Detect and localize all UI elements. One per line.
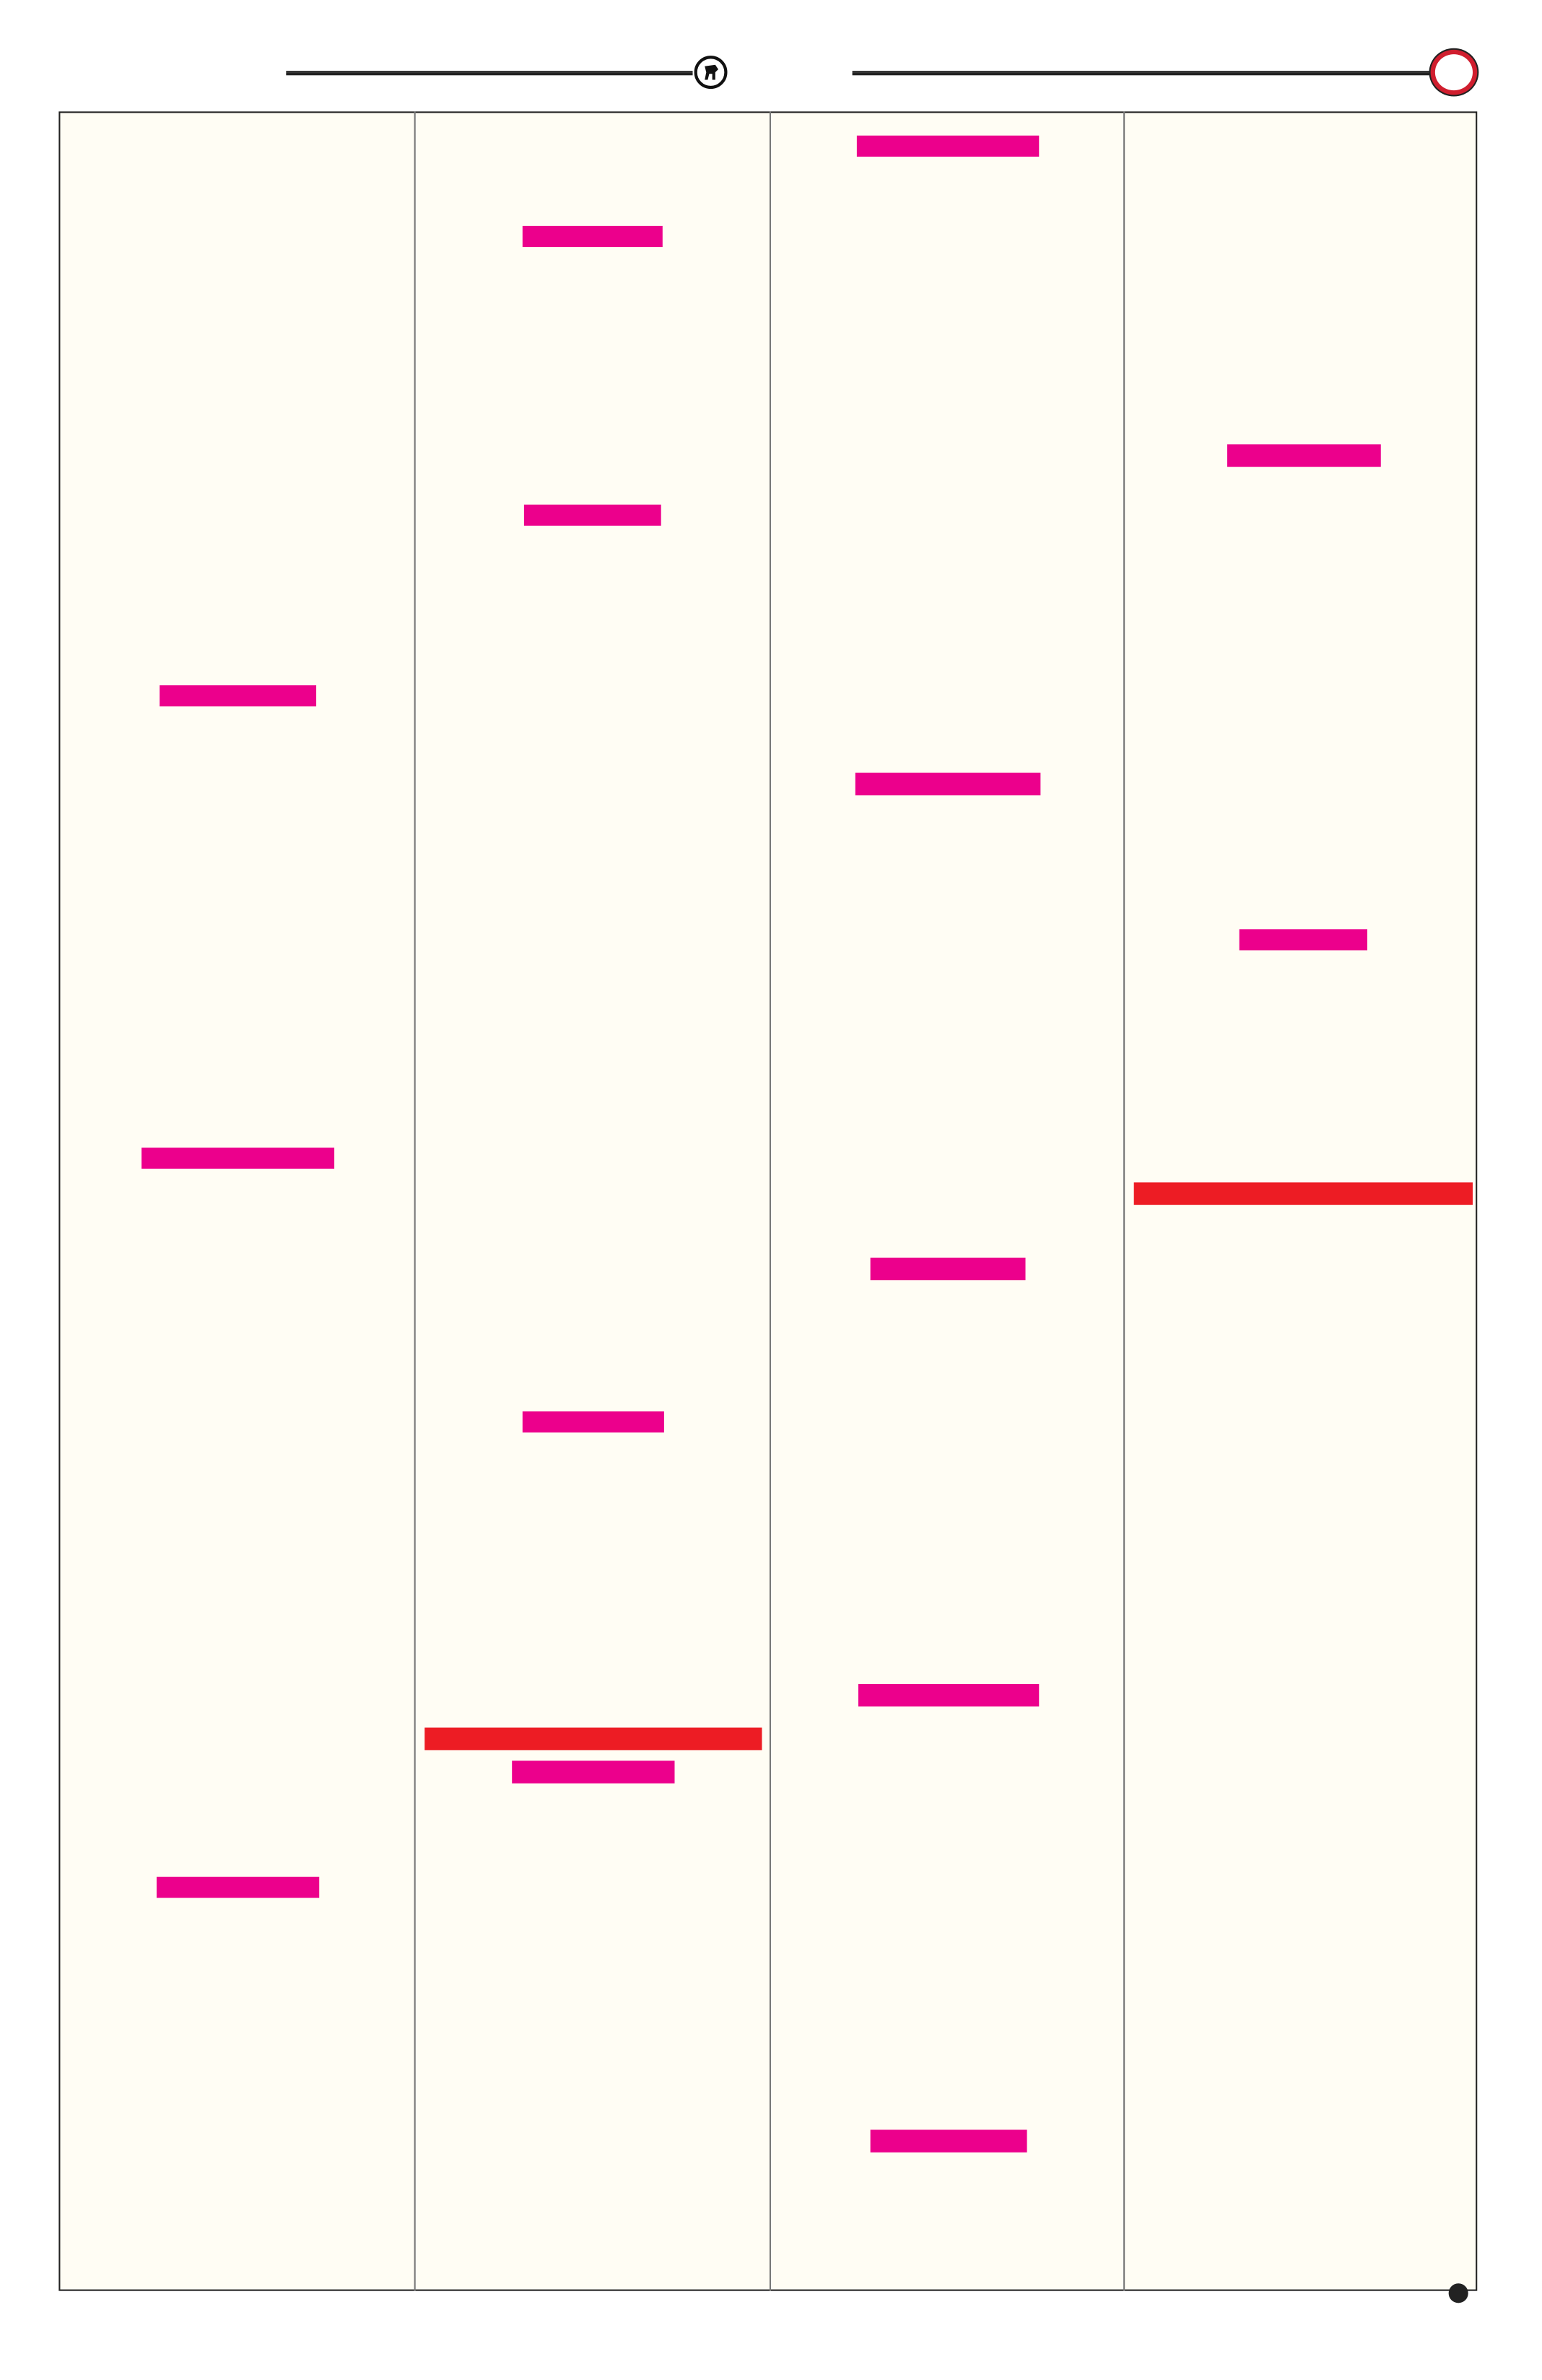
highlight-bar-magenta (141, 1147, 335, 1169)
column-divider (1123, 111, 1125, 2291)
highlight-bar-magenta (1227, 444, 1381, 467)
highlight-bar-magenta (512, 1760, 675, 1784)
highlight-bar-magenta (858, 1684, 1040, 1707)
highlight-bar-red (424, 1727, 762, 1750)
red-circle-icon (1430, 49, 1478, 95)
header-rule-left (286, 71, 693, 76)
bull-emblem-icon (694, 56, 728, 90)
highlight-bar-magenta (855, 773, 1041, 796)
highlight-bar-red (1133, 1182, 1473, 1205)
black-dot-icon (1448, 2283, 1468, 2303)
highlight-bar-magenta (1239, 929, 1367, 951)
highlight-bar-magenta (870, 1257, 1026, 1281)
column-divider (769, 111, 771, 2291)
header-rule-right (852, 71, 1434, 76)
highlight-bar-magenta (856, 135, 1040, 157)
highlight-bar-magenta (522, 1411, 664, 1433)
column-divider (414, 111, 416, 2291)
highlight-bar-magenta (156, 1877, 320, 1898)
highlight-bar-magenta (523, 504, 661, 526)
highlight-bar-magenta (870, 2129, 1027, 2153)
highlight-bar-magenta (522, 225, 663, 248)
highlight-bar-magenta (160, 685, 317, 707)
